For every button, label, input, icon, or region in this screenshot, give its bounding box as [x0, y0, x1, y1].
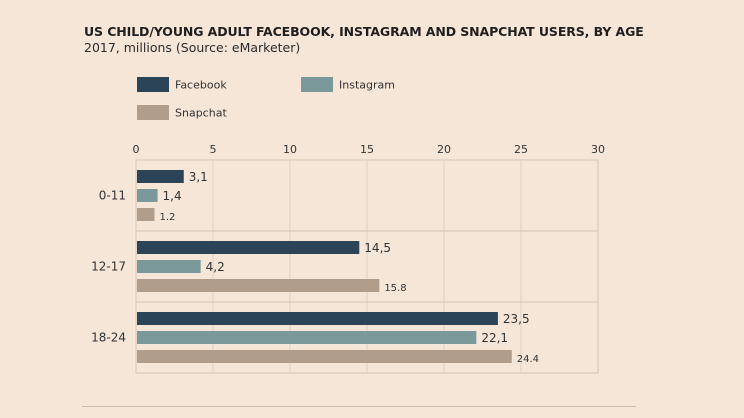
data-label-instagram: 4,2: [206, 260, 225, 274]
data-label-snapchat: 15.8: [384, 283, 406, 294]
x-tick-label: 25: [514, 143, 528, 156]
bottom-divider: [82, 406, 636, 407]
bar-facebook-12-17: [137, 241, 360, 254]
bar-snapchat-12-17: [137, 279, 380, 292]
x-tick-label: 10: [283, 143, 297, 156]
legend-label-snapchat: Snapchat: [175, 107, 227, 120]
legend-label-facebook: Facebook: [175, 79, 227, 92]
data-label-instagram: 22,1: [481, 331, 508, 345]
bar-facebook-18-24: [137, 312, 498, 325]
bar-facebook-0-11: [137, 170, 184, 183]
category-label: 18-24: [91, 331, 126, 345]
bar-instagram-0-11: [137, 189, 158, 202]
category-label: 12-17: [91, 260, 126, 274]
bar-instagram-18-24: [137, 331, 477, 344]
x-tick-label: 30: [591, 143, 605, 156]
data-label-facebook: 23,5: [503, 312, 530, 326]
chart-title: US CHILD/YOUNG ADULT FACEBOOK, INSTAGRAM…: [84, 24, 644, 39]
data-label-snapchat: 24.4: [517, 354, 539, 365]
bar-instagram-12-17: [137, 260, 201, 273]
x-tick-label: 0: [133, 143, 140, 156]
chart-subtitle: 2017, millions (Source: eMarketer): [84, 40, 301, 55]
legend-label-instagram: Instagram: [339, 79, 395, 92]
data-label-facebook: 14,5: [364, 241, 391, 255]
data-label-facebook: 3,1: [189, 170, 208, 184]
x-tick-label: 15: [360, 143, 374, 156]
bar-snapchat-18-24: [137, 350, 512, 363]
data-label-instagram: 1,4: [163, 189, 182, 203]
category-label: 0-11: [99, 189, 126, 203]
data-label-snapchat: 1.2: [159, 212, 175, 223]
legend-swatch-instagram: [301, 77, 333, 92]
legend-swatch-snapchat: [137, 105, 169, 120]
legend-swatch-facebook: [137, 77, 169, 92]
bar-snapchat-0-11: [137, 208, 155, 221]
x-tick-label: 20: [437, 143, 451, 156]
x-tick-label: 5: [210, 143, 217, 156]
